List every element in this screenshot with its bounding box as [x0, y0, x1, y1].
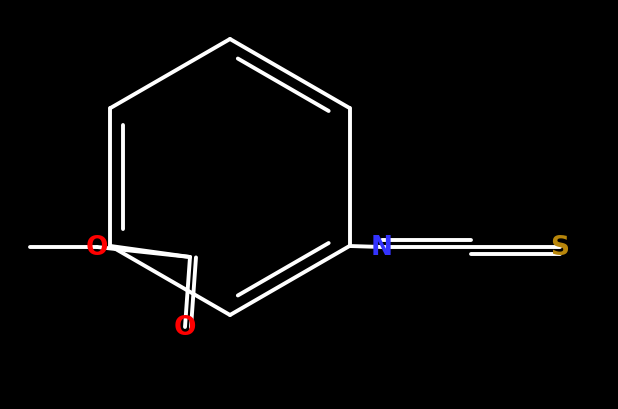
- Text: N: N: [371, 234, 393, 261]
- Text: S: S: [551, 234, 570, 261]
- Text: O: O: [86, 234, 108, 261]
- Text: O: O: [174, 314, 197, 340]
